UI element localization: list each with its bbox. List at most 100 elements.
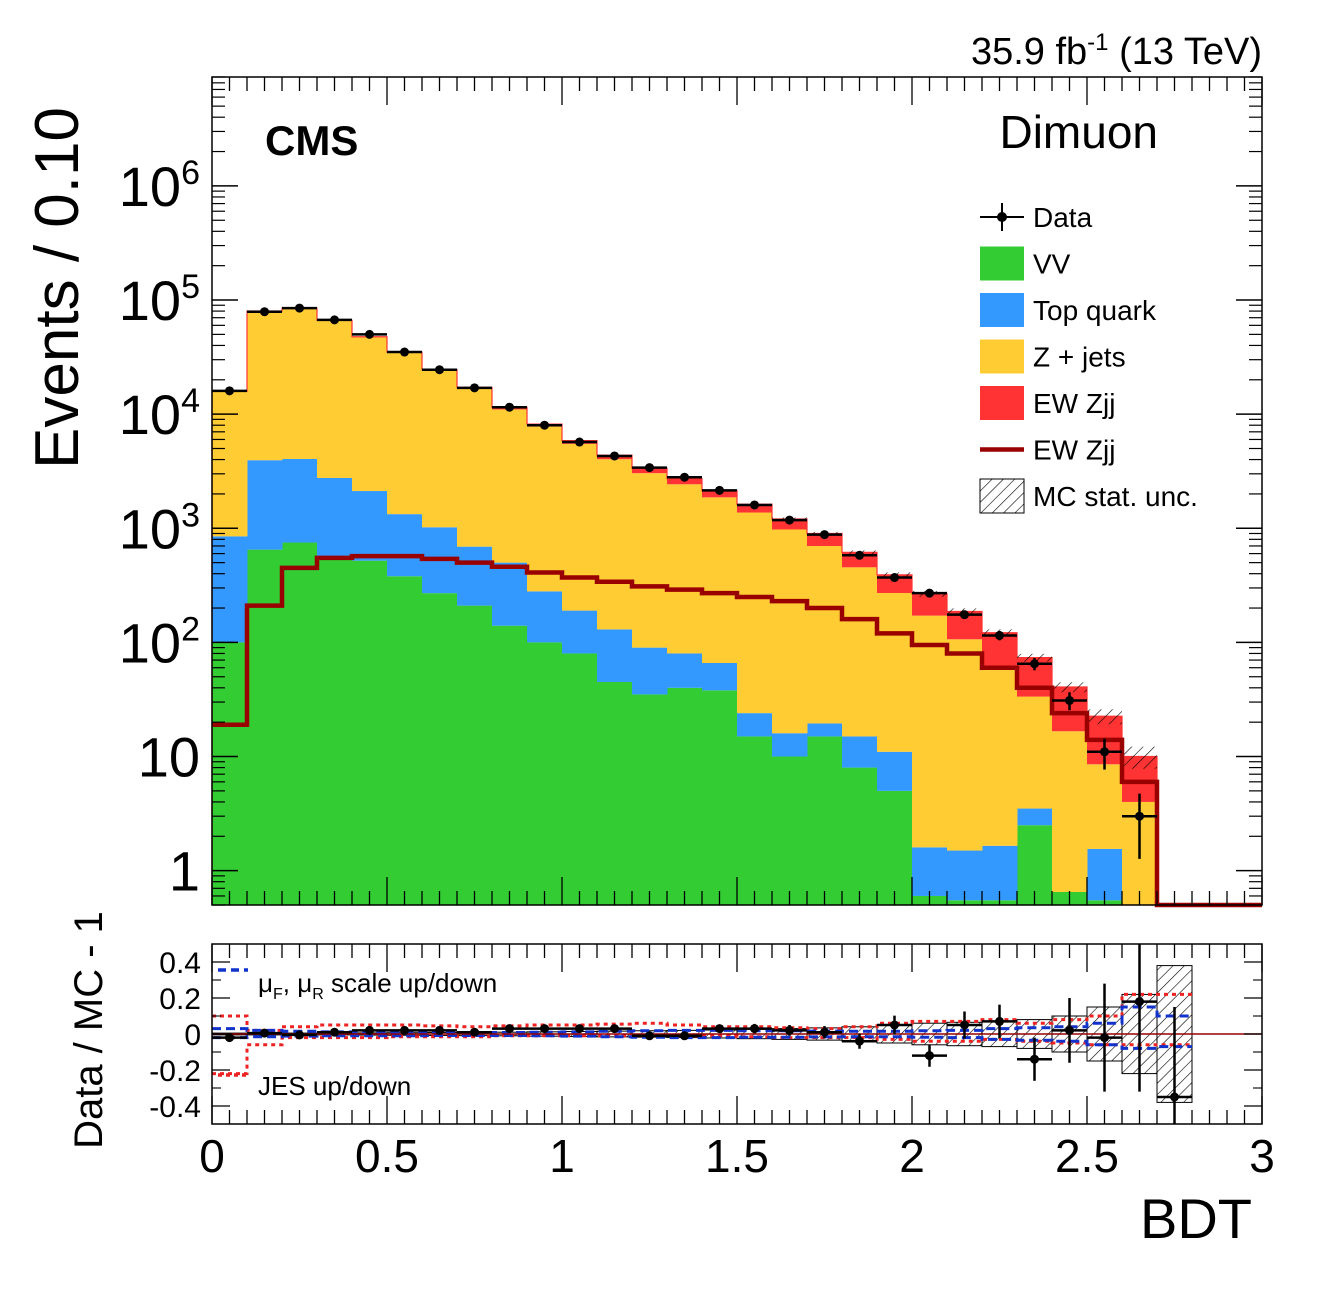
legend-entry-5: EW Zjj	[980, 435, 1115, 466]
data-point-12	[632, 463, 667, 473]
main-axes: 1 10 102 103 104 105 106	[119, 76, 1263, 906]
data-point-2	[282, 303, 317, 313]
legend-label-0: Data	[1033, 202, 1093, 233]
ratio-marker-5	[400, 1025, 409, 1035]
x-tick-label-4: 2	[899, 1130, 925, 1182]
ratio-point-15	[737, 1023, 772, 1034]
data-marker-0	[225, 386, 234, 396]
bar-top-quark-7	[457, 546, 493, 606]
data-marker-2	[295, 303, 304, 313]
ratio-marker-11	[610, 1024, 619, 1034]
data-point-23	[1017, 657, 1052, 671]
ratio-point-6	[422, 1025, 457, 1035]
bar-top-quark-17	[807, 723, 843, 737]
ratio-marker-6	[435, 1025, 444, 1035]
ewzjj-step-line	[212, 553, 1262, 908]
bar-top-quark-16	[772, 733, 808, 757]
data-marker-19	[890, 573, 899, 583]
bar-top-quark-10	[562, 610, 598, 654]
data-point-24	[1052, 692, 1087, 711]
bar-z-jets-9	[527, 426, 563, 592]
data-marker-3	[330, 315, 339, 325]
ratio-point-10	[562, 1024, 597, 1034]
scale-down-line	[212, 1033, 1192, 1050]
ratio-ytick-label-4: -0.4	[149, 1091, 201, 1124]
ratio-point-9	[527, 1024, 562, 1034]
bar-ew-zjj-19	[877, 574, 913, 593]
bar-z-jets-16	[772, 529, 808, 734]
main-ytick-label-4: 104	[119, 382, 200, 446]
x-tick-label-3: 1.5	[705, 1130, 769, 1182]
x-tick-label-6: 3	[1249, 1130, 1275, 1182]
ratio-marker-13	[680, 1031, 689, 1041]
legend: Data VV Top quark Z + jets EW Zjj EW Zjj MC st…	[979, 202, 1198, 514]
channel-label: Dimuon	[999, 106, 1158, 158]
ratio-marker-8	[505, 1024, 514, 1034]
bar-z-jets-10	[562, 443, 598, 611]
data-marker-10	[575, 437, 584, 447]
ratio-point-18	[842, 1033, 877, 1049]
legend-entry-1: VV	[980, 246, 1071, 281]
ratio-marker-25	[1100, 1033, 1109, 1043]
bar-vv-12	[632, 694, 668, 905]
data-point-17	[807, 530, 842, 540]
data-marker-4	[365, 329, 374, 339]
ratio-marker-18	[855, 1036, 864, 1046]
data-marker-7	[470, 383, 479, 393]
data-point-6	[422, 365, 457, 375]
data-marker-9	[540, 420, 549, 430]
bar-top-quark-9	[527, 591, 563, 643]
ratio-marker-23	[1030, 1054, 1039, 1064]
ratio-point-3	[317, 1027, 352, 1037]
ratio-marker-10	[575, 1024, 584, 1034]
data-point-0	[212, 386, 247, 396]
ratio-point-19	[877, 1015, 912, 1035]
bar-vv-15	[737, 736, 773, 905]
ratio-marker-16	[785, 1025, 794, 1035]
bar-z-jets-18	[842, 567, 878, 737]
main-ytick-label-2: 102	[119, 610, 200, 674]
legend-label-5: EW Zjj	[1033, 435, 1115, 466]
mc-stat-hatch-26	[1122, 746, 1157, 769]
data-point-8	[492, 402, 527, 412]
bar-vv-3	[317, 557, 353, 905]
bar-top-quark-13	[667, 653, 703, 688]
ratio-marker-21	[960, 1020, 969, 1030]
legend-swatch	[980, 293, 1024, 327]
bar-top-quark-14	[702, 662, 738, 691]
cms-label: CMS	[265, 117, 358, 164]
data-marker-5	[400, 347, 409, 357]
data-point-4	[352, 329, 387, 339]
ratio-point-13	[667, 1031, 702, 1041]
data-point-19	[877, 573, 912, 583]
legend-swatch	[980, 339, 1024, 374]
jes-down-line	[212, 1034, 1192, 1076]
bar-vv-14	[702, 690, 738, 905]
ewzjj-line	[212, 553, 1262, 908]
data-point-10	[562, 437, 597, 447]
ratio-marker-2	[295, 1030, 304, 1040]
bar-z-jets-25	[1087, 764, 1123, 849]
bar-vv-13	[667, 687, 703, 905]
ratio-marker-12	[645, 1031, 654, 1041]
data-marker-16	[785, 515, 794, 525]
data-point-25	[1087, 738, 1122, 770]
ratio-marker-17	[820, 1027, 829, 1037]
ratio-point-16	[772, 1025, 807, 1036]
ratio-point-14	[702, 1024, 737, 1034]
legend-label-6: MC stat. unc.	[1033, 481, 1198, 512]
mc-stat-hatch-23	[1017, 653, 1052, 662]
bar-z-jets-2	[282, 308, 318, 459]
bar-top-quark-5	[387, 514, 423, 577]
ratio-point-22	[982, 1004, 1017, 1039]
ratio-axes: 0.40.20-0.2-0.40 0.5 1 1.5 2 2.5 3	[149, 943, 1275, 1182]
ratio-marker-1	[260, 1028, 269, 1038]
bar-ew-zjj-17	[807, 533, 843, 546]
data-marker-8	[505, 402, 514, 412]
bar-vv-7	[457, 605, 493, 905]
main-ytick-label-0: 1	[169, 840, 200, 903]
x-tick-label-2: 1	[549, 1130, 575, 1182]
ratio-point-27	[1157, 1007, 1192, 1124]
x-tick-label-1: 0.5	[355, 1130, 419, 1182]
ratio-data-points	[212, 944, 1192, 1124]
